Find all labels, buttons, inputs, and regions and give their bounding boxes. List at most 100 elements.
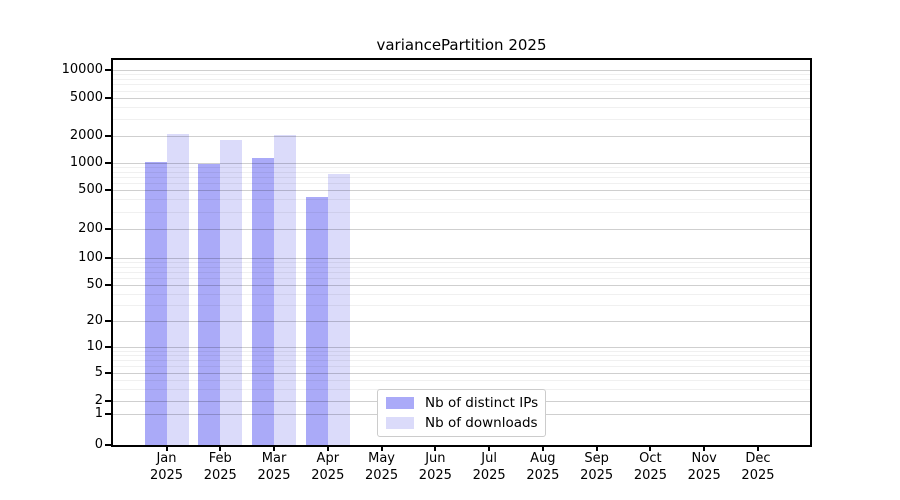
y-tick-label-2000: 2000 (69, 128, 103, 143)
legend-label-distinct-ips: Nb of distinct IPs (425, 395, 539, 411)
legend-entry-downloads: Nb of downloads (386, 415, 538, 431)
gridline-minor-70 (113, 272, 810, 273)
x-tick-month-jun: Jun (425, 451, 446, 466)
gridline-minor-3000 (113, 119, 810, 120)
x-tick-month-mar: Mar (261, 451, 287, 466)
gridline-major-5 (113, 373, 810, 374)
x-tick-year-may: 2025 (365, 467, 399, 483)
y-tick-label-1: 1 (94, 406, 103, 421)
x-tick-mark-jun (434, 445, 437, 451)
y-tick-mark-5000 (105, 97, 112, 99)
gridline-major-2000 (113, 136, 810, 137)
gridline-minor-90 (113, 262, 810, 263)
bar-distinct-ips-feb (198, 164, 221, 445)
legend-swatch-downloads (386, 417, 414, 429)
gridline-minor-7000 (113, 84, 810, 85)
gridline-minor-8 (113, 355, 810, 356)
bar-distinct-ips-apr (305, 197, 328, 445)
gridline-minor-4 (113, 380, 810, 381)
x-tick-month-sep: Sep (584, 451, 609, 466)
x-tick-label-jun: Jun 2025 (403, 451, 467, 484)
x-tick-year-aug: 2025 (526, 467, 560, 483)
x-tick-year-jul: 2025 (472, 467, 506, 483)
y-tick-label-10: 10 (86, 339, 103, 354)
legend-label-downloads: Nb of downloads (425, 415, 538, 431)
x-tick-mark-aug (541, 445, 544, 451)
gridline-minor-800 (113, 172, 810, 173)
y-tick-label-10000: 10000 (61, 62, 103, 77)
x-tick-label-dec: Dec 2025 (726, 451, 790, 484)
gridline-minor-80 (113, 267, 810, 268)
y-tick-label-200: 200 (78, 221, 103, 236)
x-tick-month-feb: Feb (208, 451, 232, 466)
gridline-minor-400 (113, 199, 810, 200)
y-tick-label-20: 20 (86, 313, 103, 328)
y-tick-mark-2000 (105, 135, 112, 137)
x-tick-mark-jan (165, 445, 168, 451)
x-tick-year-feb: 2025 (203, 467, 237, 483)
y-tick-label-500: 500 (78, 182, 103, 197)
x-tick-month-apr: Apr (316, 451, 340, 466)
gridline-minor-8000 (113, 79, 810, 80)
gridline-major-500 (113, 190, 810, 191)
x-tick-mark-sep (595, 445, 598, 451)
x-tick-mark-feb (219, 445, 222, 451)
y-tick-mark-20 (105, 320, 112, 322)
y-tick-mark-2 (105, 400, 112, 402)
x-tick-mark-dec (756, 445, 759, 451)
x-tick-label-aug: Aug 2025 (511, 451, 575, 484)
x-tick-year-sep: 2025 (580, 467, 614, 483)
y-tick-mark-1 (105, 413, 112, 415)
gridline-minor-9000 (113, 74, 810, 75)
bar-downloads-apr (327, 174, 350, 445)
bar-downloads-feb (220, 140, 243, 445)
x-tick-label-sep: Sep 2025 (565, 451, 629, 484)
x-tick-month-dec: Dec (745, 451, 771, 466)
x-tick-year-jun: 2025 (418, 467, 452, 483)
x-tick-month-aug: Aug (530, 451, 556, 466)
x-tick-mark-mar (273, 445, 276, 451)
x-tick-mark-may (380, 445, 383, 451)
y-tick-mark-0 (105, 444, 112, 446)
gridline-major-20 (113, 321, 810, 322)
y-tick-label-1000: 1000 (69, 155, 103, 170)
y-tick-label-5000: 5000 (69, 90, 103, 105)
gridline-minor-9 (113, 351, 810, 352)
y-tick-mark-10 (105, 346, 112, 348)
gridline-minor-300 (113, 212, 810, 213)
x-tick-month-jan: Jan (156, 451, 177, 466)
x-tick-year-apr: 2025 (311, 467, 345, 483)
x-tick-month-nov: Nov (691, 451, 717, 466)
x-tick-year-nov: 2025 (687, 467, 721, 483)
gridline-major-50 (113, 285, 810, 286)
x-tick-label-oct: Oct 2025 (618, 451, 682, 484)
x-tick-mark-nov (703, 445, 706, 451)
gridline-major-5000 (113, 98, 810, 99)
gridline-major-100 (113, 258, 810, 259)
legend-swatch-distinct-ips (386, 397, 414, 409)
y-tick-mark-200 (105, 228, 112, 230)
gridline-minor-700 (113, 177, 810, 178)
x-tick-year-dec: 2025 (741, 467, 775, 483)
gridline-major-1000 (113, 163, 810, 164)
y-tick-mark-500 (105, 189, 112, 191)
x-tick-mark-apr (326, 445, 329, 451)
gridline-minor-900 (113, 167, 810, 168)
y-tick-label-50: 50 (86, 277, 103, 292)
legend-entry-distinct-ips: Nb of distinct IPs (386, 395, 539, 411)
y-tick-mark-50 (105, 284, 112, 286)
x-tick-year-jan: 2025 (149, 467, 184, 483)
gridline-minor-7 (113, 360, 810, 361)
gridline-minor-6000 (113, 91, 810, 92)
y-tick-label-100: 100 (78, 250, 103, 265)
gridline-major-10000 (113, 70, 810, 71)
y-tick-mark-10000 (105, 69, 112, 71)
gridline-major-10 (113, 347, 810, 348)
chart-title: variancePartition 2025 (376, 36, 547, 54)
gridline-major-200 (113, 229, 810, 230)
gridline-minor-600 (113, 183, 810, 184)
plot-area (111, 58, 812, 447)
x-tick-month-oct: Oct (639, 451, 662, 466)
y-tick-label-2: 2 (94, 393, 103, 408)
